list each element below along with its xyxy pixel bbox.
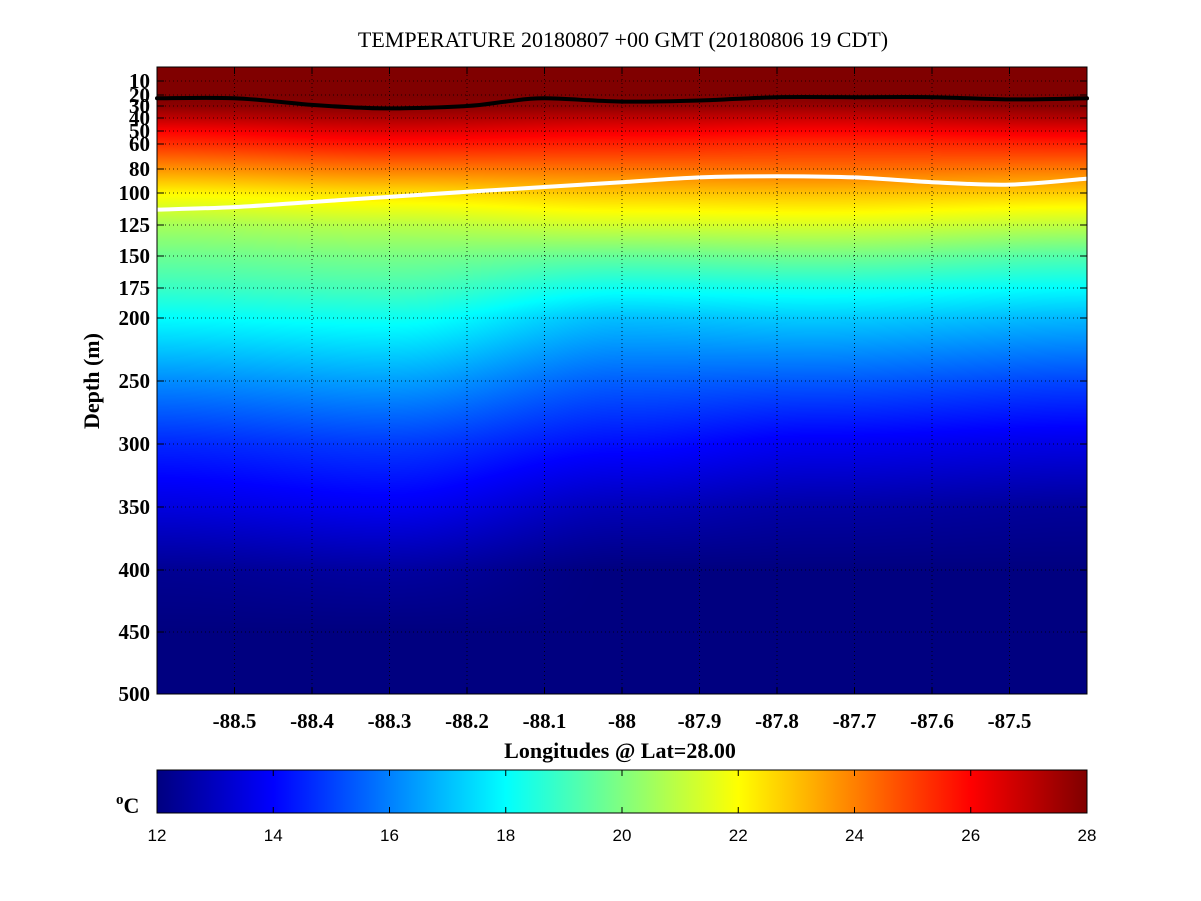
colorbar-tick-label: 18 [496,826,515,845]
y-axis-label: Depth (m) [79,333,104,429]
colorbar-tick-label: 26 [961,826,980,845]
isotherm-contours [155,94,1089,212]
colorbar [156,769,1088,814]
isotherm-contour-light [155,174,1089,212]
y-tick-label: 125 [119,213,151,237]
colorbar-tick-label: 14 [264,826,283,845]
y-tick-label: 300 [119,432,151,456]
colorbar-tick-label: 16 [380,826,399,845]
y-tick-label: 30 [129,94,150,118]
colorbar-tick-label: 24 [845,826,864,845]
colorbar-tick-label: 22 [729,826,748,845]
colorbar-tick-label: 12 [148,826,167,845]
x-tick-label: -88.5 [213,709,257,733]
y-tick-label: 100 [119,181,151,205]
colorbar-tick-label: 20 [613,826,632,845]
y-tick-label: 250 [119,369,151,393]
y-tick-label: 50 [129,119,150,143]
x-tick-label: -88.2 [445,709,489,733]
x-tick-label: -88.4 [290,709,334,733]
longitude-axis: -88.5 -88.4 -88.3 -88.2 -88.1 -88 -87.9 -87.8 -8… [213,67,1032,733]
colorbar-tick-label: 28 [1078,826,1097,845]
y-tick-label: 10 [129,69,150,93]
x-tick-label: -87.6 [910,709,954,733]
y-tick-label: 175 [119,276,151,300]
y-tick-label: 400 [119,558,151,582]
x-tick-label: -87.9 [678,709,722,733]
colorbar-ticks: 12 14 16 18 20 22 24 26 28 [148,770,1097,845]
isotherm-contour-dark [155,94,1089,111]
y-tick-label: 20 [129,83,150,107]
y-tick-label: 40 [129,106,150,130]
y-tick-label: 60 [129,132,150,156]
x-tick-label: -88.1 [523,709,567,733]
x-tick-label: -88.3 [368,709,412,733]
unit-letter: C [124,793,140,818]
y-tick-label: 500 [119,682,151,706]
x-axis-label: Longitudes @ Lat=28.00 [504,738,736,763]
x-tick-label: -87.5 [988,709,1032,733]
y-tick-label: 200 [119,306,151,330]
y-tick-label: 150 [119,244,151,268]
x-tick-label: -88 [608,709,636,733]
y-tick-label: 450 [119,620,151,644]
degree-superscript: o [116,792,124,808]
x-tick-label: -87.7 [833,709,877,733]
colorbar-unit-label: oC [116,792,139,818]
x-tick-label: -87.8 [755,709,799,733]
y-tick-label: 80 [129,157,150,181]
chart-title: TEMPERATURE 20180807 +00 GMT (20180806 1… [358,27,888,52]
y-tick-label: 350 [119,495,151,519]
